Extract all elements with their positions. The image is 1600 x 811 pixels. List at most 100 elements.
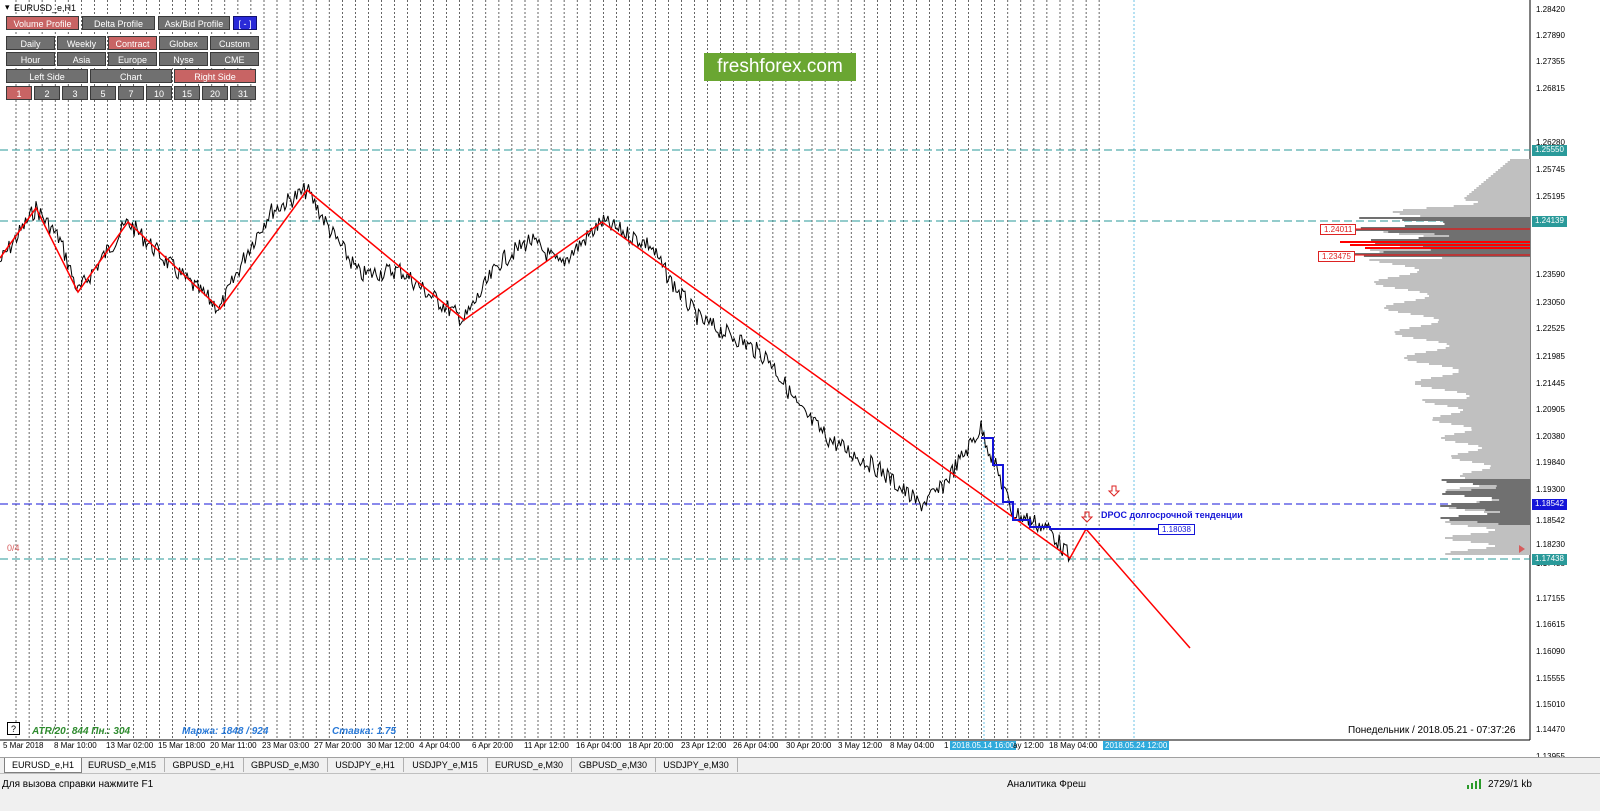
chart-tabs: EURUSD_e,H1 EURUSD_e,M15 GBPUSD_e,H1 GBPUSD… xyxy=(0,757,1600,773)
side-button-1[interactable]: Chart xyxy=(90,69,172,83)
help-button[interactable]: ? xyxy=(7,722,20,735)
time-axis-label: 8 Mar 10:00 xyxy=(54,741,97,750)
time-axis-label: 4 Apr 04:00 xyxy=(419,741,460,750)
count-button-2[interactable]: 2 xyxy=(34,86,60,100)
count-button-10[interactable]: 10 xyxy=(146,86,172,100)
profile-mode-button-1[interactable]: Delta Profile xyxy=(82,16,155,30)
chart-tab[interactable]: EURUSD_e,M15 xyxy=(80,758,165,772)
profile-tag-upper: 1.24011 xyxy=(1320,224,1357,235)
price-axis-label: 1.26280 xyxy=(1536,138,1565,147)
chart-tab[interactable]: GBPUSD_e,M30 xyxy=(571,758,656,772)
price-axis-label: 1.21445 xyxy=(1536,379,1565,388)
price-axis-label: 1.15010 xyxy=(1536,700,1565,709)
rate-readout: Ставка: 1.75 xyxy=(332,726,397,737)
symbol-label: EURUSD_e,H1 xyxy=(14,3,77,13)
session-button-1[interactable]: Asia xyxy=(57,52,106,66)
axis-tag-top-level: 1.25550 xyxy=(1532,145,1567,156)
atr-readout: ATR/20: 844 Пн.: 304 xyxy=(32,726,131,737)
axis-tag-dpoc-level: 1.18542 xyxy=(1532,499,1567,510)
profile-mode-button-2[interactable]: Ask/Bid Profile xyxy=(158,16,230,30)
count-button-7[interactable]: 7 xyxy=(118,86,144,100)
level-label: 0/4 xyxy=(7,543,20,553)
count-button-15[interactable]: 15 xyxy=(174,86,200,100)
count-button-1[interactable]: 1 xyxy=(6,86,32,100)
chart-tab[interactable]: USDJPY_e,M30 xyxy=(655,758,738,772)
time-axis-label: 30 Mar 12:00 xyxy=(367,741,415,750)
time-axis-label: 18 May 04:00 xyxy=(1049,741,1098,750)
time-axis-label: 23 Mar 03:00 xyxy=(262,741,310,750)
price-axis-label: 1.22525 xyxy=(1536,324,1565,333)
profile-tag-current: 1.18038 xyxy=(1158,524,1195,535)
profile-tag-lower: 1.23475 xyxy=(1318,251,1355,262)
period-button-4[interactable]: Custom xyxy=(210,36,259,50)
price-axis-label: 1.14470 xyxy=(1536,725,1565,734)
time-axis-label: 2018.05.24 12:00 xyxy=(1103,741,1170,750)
session-button-0[interactable]: Hour xyxy=(6,52,55,66)
count-button-20[interactable]: 20 xyxy=(202,86,228,100)
price-axis-label: 1.17155 xyxy=(1536,594,1565,603)
time-axis-label: 5 Mar 2018 xyxy=(3,741,44,750)
time-axis-label: 3 May 12:00 xyxy=(838,741,883,750)
period-button-2[interactable]: Contract xyxy=(108,36,157,50)
price-axis-label: 1.27890 xyxy=(1536,31,1565,40)
time-axis-label: 27 Mar 20:00 xyxy=(314,741,362,750)
poc-highlight xyxy=(1340,241,1530,249)
profile-mode-button-3[interactable]: [ - ] xyxy=(233,16,257,30)
price-axis-label: 1.16615 xyxy=(1536,620,1565,629)
time-axis-label: 16 Apr 04:00 xyxy=(576,741,622,750)
connection-icon xyxy=(1467,779,1481,789)
time-axis-label: 1 xyxy=(944,741,949,750)
time-axis-label: 15 Mar 18:00 xyxy=(158,741,206,750)
price-axis-label: 1.15555 xyxy=(1536,674,1565,683)
price-axis-label: 1.25195 xyxy=(1536,192,1565,201)
level-marker-icon xyxy=(1519,545,1525,553)
session-button-3[interactable]: Nyse xyxy=(159,52,208,66)
time-axis-label: 18 Apr 20:00 xyxy=(628,741,674,750)
period-button-1[interactable]: Weekly xyxy=(57,36,106,50)
count-button-5[interactable]: 5 xyxy=(90,86,116,100)
down-arrow-icon xyxy=(1080,511,1094,523)
price-axis-label: 1.28420 xyxy=(1536,5,1565,14)
count-button-3[interactable]: 3 xyxy=(62,86,88,100)
chart-area[interactable]: ▾ EURUSD_e,H1 Volume Profile Delta Profil… xyxy=(0,0,1600,770)
price-axis-label: 1.18542 xyxy=(1536,516,1565,525)
time-axis-label: 11 Apr 12:00 xyxy=(524,741,569,750)
time-axis-label: 30 Apr 20:00 xyxy=(786,741,832,750)
margin-readout: Маржа: 1848 / 924 xyxy=(182,726,269,737)
chart-tab[interactable]: EURUSD_e,M30 xyxy=(487,758,572,772)
price-axis-label: 1.27355 xyxy=(1536,57,1565,66)
zigzag-trend-line xyxy=(0,188,1191,649)
developing-dpoc-line xyxy=(981,437,1160,530)
side-button-2[interactable]: Right Side xyxy=(174,69,256,83)
axis-tag-mid-level: 1.24139 xyxy=(1532,216,1567,227)
axis-tag-bottom-level: 1.17438 xyxy=(1532,554,1567,565)
time-axis-label: 8 May 04:00 xyxy=(890,741,935,750)
dropdown-arrow-icon[interactable]: ▾ xyxy=(5,2,10,12)
server-datetime: Понедельник / 2018.05.21 - 07:37:26 xyxy=(1348,725,1516,736)
chart-tab[interactable]: GBPUSD_e,H1 xyxy=(164,758,244,772)
period-button-0[interactable]: Daily xyxy=(6,36,55,50)
time-axis-label: 20 Mar 11:00 xyxy=(210,741,257,750)
price-chart[interactable] xyxy=(0,0,1600,757)
status-bar: Для вызова справки нажмите F1 Аналитика … xyxy=(0,773,1600,811)
price-axis-label: 1.26815 xyxy=(1536,84,1565,93)
session-button-4[interactable]: CME xyxy=(210,52,259,66)
session-button-2[interactable]: Europe xyxy=(108,52,157,66)
period-button-3[interactable]: Globex xyxy=(159,36,208,50)
chart-tab[interactable]: USDJPY_e,H1 xyxy=(327,758,404,772)
chart-tab[interactable]: EURUSD_e,H1 xyxy=(4,758,82,773)
price-axis-label: 1.20905 xyxy=(1536,405,1565,414)
profile-mode-button-0[interactable]: Volume Profile xyxy=(6,16,79,30)
price-axis-label: 1.23590 xyxy=(1536,270,1565,279)
chart-tab[interactable]: USDJPY_e,M15 xyxy=(403,758,488,772)
side-button-0[interactable]: Left Side xyxy=(6,69,88,83)
chart-tab[interactable]: GBPUSD_e,M30 xyxy=(243,758,328,772)
price-axis-label: 1.18230 xyxy=(1536,540,1565,549)
price-series-line xyxy=(0,182,1071,563)
price-axis-label: 1.21985 xyxy=(1536,352,1565,361)
price-axis-label: 1.19300 xyxy=(1536,485,1565,494)
price-axis-label: 1.19840 xyxy=(1536,458,1565,467)
status-profile-name: Аналитика Фреш xyxy=(1007,779,1087,790)
count-button-31[interactable]: 31 xyxy=(230,86,256,100)
time-axis-label: ay 12:00 xyxy=(1013,741,1044,750)
